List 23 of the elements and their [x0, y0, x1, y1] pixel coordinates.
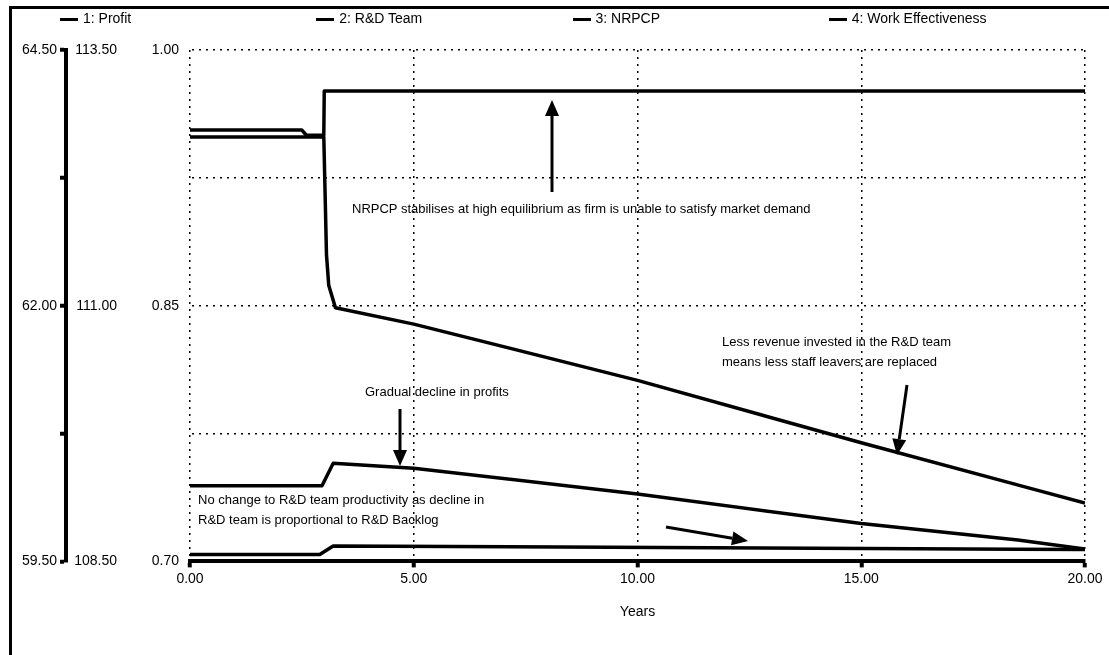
y3-tick-label: 0.70 — [151, 552, 180, 569]
x-tick-label: 5.00 — [400, 569, 428, 586]
x-tick-label: 20.00 — [1067, 569, 1103, 586]
y2-tick-label: 113.50 — [75, 40, 118, 57]
y3-tick-label: 1.00 — [151, 40, 180, 57]
annotation: Less revenue invested in the R&D team means less staff leavers are replaced — [722, 333, 953, 371]
y-tick-label: 62.00 — [21, 296, 58, 313]
annotation: No change to R&D team productivity as decline in R&D team is proportional to R&D Backlog — [198, 491, 486, 529]
y-tick-label: 59.50 — [21, 552, 58, 569]
annotation: Gradual decline in profits — [365, 383, 510, 401]
y2-tick-label: 108.50 — [74, 552, 118, 569]
x-tick-label: 10.00 — [619, 569, 656, 586]
x-tick-label: 0.00 — [176, 569, 204, 586]
legend-label: 2: R&D Team — [338, 10, 423, 26]
annotation: NRPCP stabilises at high equilibrium as firm is unable to satisfy market demand — [352, 200, 812, 218]
x-axis-title: Years — [619, 603, 656, 620]
y3-tick-label: 0.85 — [151, 296, 180, 313]
legend-label: 3: NRPCP — [594, 10, 661, 26]
x-tick-label: 15.00 — [843, 569, 879, 586]
y-tick-label: 64.50 — [21, 40, 58, 57]
legend-label: 4: Work Effectiveness — [850, 10, 987, 26]
legend-label: 1: Profit — [82, 10, 132, 26]
y2-tick-label: 111.00 — [76, 296, 118, 313]
